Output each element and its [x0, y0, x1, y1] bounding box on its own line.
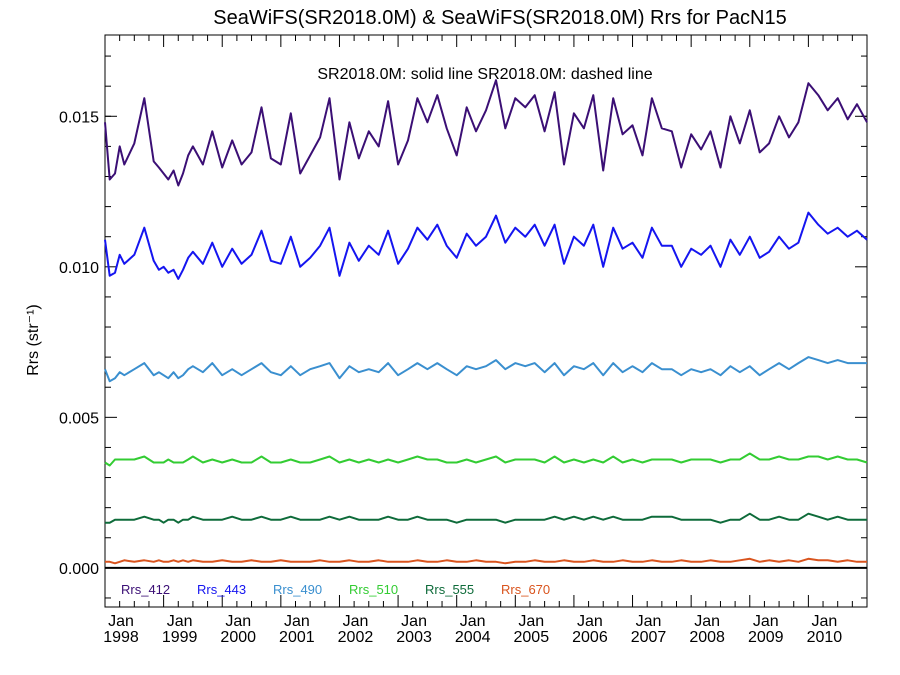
x-tick-month-label: Jan: [518, 613, 544, 630]
x-tick-year-label: 2000: [220, 629, 256, 646]
x-tick-month-label: Jan: [225, 613, 251, 630]
x-tick-year-label: 2006: [572, 629, 608, 646]
x-tick-month-label: Jan: [636, 613, 662, 630]
series-line-rrs-412: [104, 79, 868, 187]
y-tick-label: 0.000: [59, 561, 99, 578]
x-tick-year-label: 2008: [689, 629, 725, 646]
series-line-rrs-443: [104, 211, 868, 280]
data-series: [104, 79, 868, 569]
x-tick-year-label: 2002: [338, 629, 374, 646]
x-tick-month-label: Jan: [108, 613, 134, 630]
x-tick-year-label: 2003: [396, 629, 432, 646]
legend-label-rrs-443: Rrs_443: [197, 582, 246, 597]
x-tick-month-label: Jan: [753, 613, 779, 630]
x-tick-year-label: 1998: [103, 629, 139, 646]
legend-label-rrs-670: Rrs_670: [501, 582, 550, 597]
series-line-rrs-555: [105, 512, 867, 524]
x-tick-month-label: Jan: [460, 613, 486, 630]
x-tick-year-label: 2010: [807, 629, 843, 646]
y-axis-label: Rrs (str⁻¹): [25, 304, 42, 376]
legend-label-rrs-490: Rrs_490: [273, 582, 322, 597]
x-tick-month-label: Jan: [694, 613, 720, 630]
x-tick-month-label: Jan: [167, 613, 193, 630]
x-tick-month-label: Jan: [811, 613, 837, 630]
x-tick-year-label: 2004: [455, 629, 491, 646]
series-line-rrs-490: [104, 356, 867, 383]
x-tick-year-label: 2005: [514, 629, 550, 646]
x-tick-month-label: Jan: [343, 613, 369, 630]
series-line-rrs-670: [105, 557, 867, 565]
x-tick-month-label: Jan: [401, 613, 427, 630]
chart-title: SeaWiFS(SR2018.0M) & SeaWiFS(SR2018.0M) …: [213, 7, 787, 29]
x-tick-year-label: 2001: [279, 629, 315, 646]
x-tick-year-label: 2007: [631, 629, 667, 646]
x-axis-ticks: Jan1998Jan1999Jan2000Jan2001Jan2002Jan20…: [103, 35, 853, 646]
y-tick-label: 0.015: [59, 109, 99, 126]
y-axis-ticks: 0.000 0.005 0.010 0.015: [59, 55, 867, 599]
legend: Rrs_412 Rrs_443 Rrs_490 Rrs_510 Rrs_555 Rrs_6…: [121, 582, 550, 597]
series-line-rrs-510: [104, 452, 868, 467]
chart-subtitle: SR2018.0M: solid line SR2018.0M: dashed …: [317, 66, 652, 83]
x-tick-year-label: 1999: [162, 629, 198, 646]
y-tick-label: 0.010: [59, 260, 99, 277]
y-tick-label: 0.005: [59, 410, 99, 427]
legend-label-rrs-510: Rrs_510: [349, 582, 398, 597]
x-tick-month-label: Jan: [284, 613, 310, 630]
legend-label-rrs-555: Rrs_555: [425, 582, 474, 597]
x-tick-year-label: 2009: [748, 629, 784, 646]
x-tick-month-label: Jan: [577, 613, 603, 630]
legend-label-rrs-412: Rrs_412: [121, 582, 170, 597]
